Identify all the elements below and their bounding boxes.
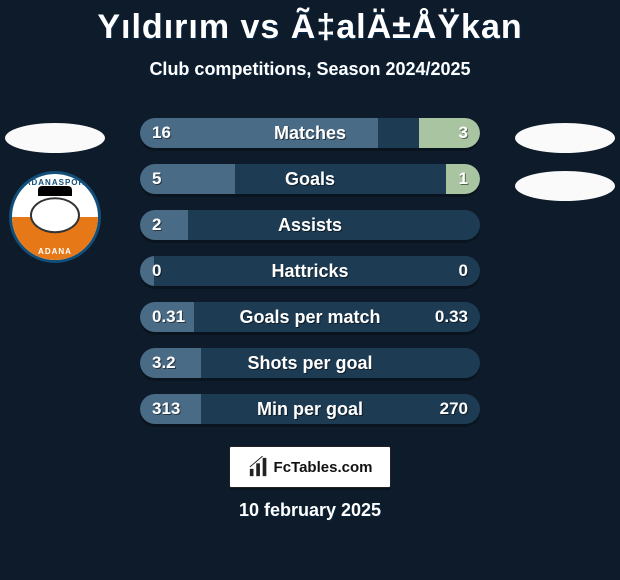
stat-value-left: 2	[152, 210, 161, 240]
comparison-infographic: Yıldırım vs Ã‡alÄ±ÅŸkan Club competition…	[0, 0, 620, 580]
stat-value-left: 0	[152, 256, 161, 286]
footer-logo: FcTables.com	[229, 446, 391, 488]
stat-bar	[140, 164, 480, 194]
left-player-portrait-placeholder	[5, 123, 105, 153]
stat-bar	[140, 118, 480, 148]
right-player-column	[510, 118, 620, 219]
stat-value-right: 0.33	[435, 302, 468, 332]
stat-bar	[140, 210, 480, 240]
stat-value-left: 5	[152, 164, 161, 194]
badge-text-bottom: ADANA	[12, 247, 98, 256]
left-player-column: ADANASPOR ADANA	[0, 118, 110, 263]
stat-row: 3.2Shots per goal	[140, 348, 480, 378]
stat-value-left: 313	[152, 394, 180, 424]
stat-bar	[140, 394, 480, 424]
stat-row: 163Matches	[140, 118, 480, 148]
stat-bar	[140, 348, 480, 378]
stat-row: 51Goals	[140, 164, 480, 194]
stat-bar-left-fill	[140, 210, 188, 240]
page-subtitle: Club competitions, Season 2024/2025	[0, 59, 620, 80]
stat-value-left: 3.2	[152, 348, 176, 378]
footer-logo-text: FcTables.com	[274, 459, 373, 476]
right-player-portrait-placeholder	[515, 123, 615, 153]
footer-date: 10 february 2025	[0, 500, 620, 521]
bars-icon	[248, 456, 270, 478]
stat-bars: 163Matches51Goals2Assists00Hattricks0.31…	[140, 118, 480, 440]
stat-value-right: 0	[459, 256, 468, 286]
stat-value-left: 0.31	[152, 302, 185, 332]
stat-value-right: 270	[440, 394, 468, 424]
stat-row: 0.310.33Goals per match	[140, 302, 480, 332]
left-club-badge: ADANASPOR ADANA	[9, 171, 101, 263]
stat-value-left: 16	[152, 118, 171, 148]
stat-bar-right-fill	[419, 118, 480, 148]
stat-bar	[140, 256, 480, 286]
stat-value-right: 3	[459, 118, 468, 148]
right-club-badge-placeholder	[515, 171, 615, 201]
stat-bar-left-fill	[140, 118, 378, 148]
stat-row: 2Assists	[140, 210, 480, 240]
stat-row: 00Hattricks	[140, 256, 480, 286]
stat-row: 313270Min per goal	[140, 394, 480, 424]
stat-value-right: 1	[459, 164, 468, 194]
stat-bar	[140, 302, 480, 332]
page-title: Yıldırım vs Ã‡alÄ±ÅŸkan	[0, 8, 620, 47]
